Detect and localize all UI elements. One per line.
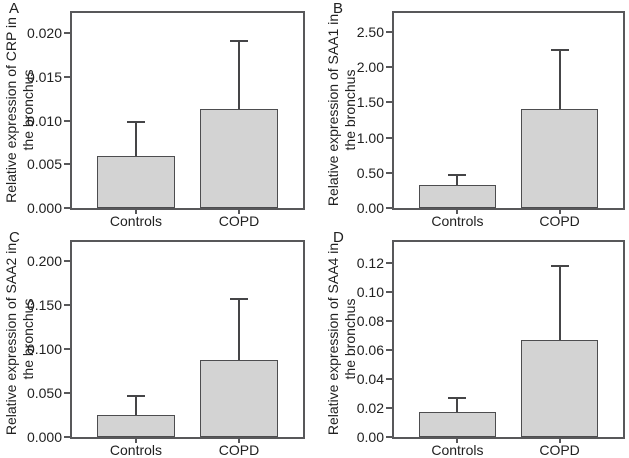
y-axis-tick [386, 262, 392, 265]
plot-area [70, 11, 305, 210]
error-bar-cap [550, 49, 569, 52]
y-tick-label: 0.150 [26, 297, 62, 314]
error-bar-stem [238, 298, 240, 360]
y-tick-label: 0.04 [356, 371, 384, 387]
y-tick-label: 0.00 [356, 200, 384, 216]
y-tick-label: 1.00 [356, 129, 384, 146]
error-bar-stem [238, 40, 240, 110]
plot-area [392, 240, 625, 439]
y-tick-label: 0.010 [26, 112, 62, 129]
error-bar-cap [126, 121, 145, 124]
y-tick-label: 0.06 [356, 342, 384, 358]
y-axis-tick [386, 101, 392, 104]
y-tick-label: 0.50 [356, 164, 384, 181]
y-axis-tick [386, 66, 392, 69]
y-axis-tick [386, 407, 392, 409]
y-tick-label: 0.12 [356, 255, 384, 272]
y-axis-tick [64, 163, 70, 166]
x-axis-tick [558, 210, 561, 214]
panel-a-crp: A Relative expression of CRP in the bron… [0, 0, 314, 229]
panel-letter-d: D [333, 229, 344, 246]
error-bar-stem [456, 397, 459, 413]
bar-copd [199, 359, 279, 437]
y-axis-tick [386, 378, 392, 380]
x-category-label-controls: Controls [431, 442, 484, 458]
x-category-label-copd: COPD [218, 213, 260, 229]
y-axis-tick [64, 436, 70, 438]
error-bar-cap [448, 396, 467, 399]
error-bar-cap [550, 264, 569, 267]
plot-area [70, 240, 305, 439]
y-axis-tick [386, 436, 392, 438]
x-category-label-copd: COPD [539, 213, 580, 229]
y-axis-tick [386, 171, 392, 174]
y-tick-label: 0.005 [26, 156, 62, 173]
y-tick-label: 0.10 [356, 284, 384, 301]
error-bar-stem [456, 174, 459, 186]
error-bar-stem [134, 395, 137, 415]
x-axis-tick [238, 439, 240, 443]
y-tick-label: 0.050 [26, 385, 62, 402]
bar-copd [520, 339, 599, 437]
x-axis-tick [238, 210, 240, 214]
bar-controls [418, 185, 497, 208]
y-tick-label: 1.50 [356, 94, 384, 111]
panel-b-saa1: B Relative expression of SAA1 in the bro… [315, 0, 629, 229]
y-axis-tick [386, 291, 392, 294]
y-tick-label: 2.00 [356, 59, 384, 76]
y-axis-tick [386, 349, 392, 351]
panel-letter-a: A [9, 0, 20, 17]
bar-copd [199, 109, 279, 208]
panel-c-saa2: C Relative expression of SAA2 in the bro… [0, 229, 314, 458]
y-axis-tick [64, 207, 70, 209]
y-axis-tick [386, 207, 392, 209]
y-axis-tick [64, 75, 70, 78]
y-axis-tick [64, 260, 70, 263]
y-tick-label: 0.02 [356, 400, 384, 416]
y-tick-label: 0.015 [26, 68, 62, 85]
error-bar-cap [230, 39, 248, 42]
bar-controls [96, 155, 175, 208]
panel-d-saa4: D Relative expression of SAA4 in the bro… [315, 229, 629, 458]
panel-letter-b: B [333, 0, 344, 17]
y-axis-tick [64, 392, 70, 395]
x-category-label-copd: COPD [218, 442, 260, 458]
y-tick-label: 0.08 [356, 313, 384, 329]
error-bar-cap [230, 297, 248, 300]
x-axis-tick [134, 210, 137, 214]
error-bar-stem [558, 50, 561, 109]
plot-area [392, 11, 625, 210]
y-tick-label: 0.000 [26, 429, 62, 445]
x-category-label-copd: COPD [539, 442, 580, 458]
x-category-label-controls: Controls [109, 213, 163, 229]
y-tick-label: 0.00 [356, 429, 384, 445]
panel-letter-c: C [9, 229, 20, 246]
error-bar-stem [558, 265, 561, 340]
x-axis-tick [134, 439, 137, 443]
x-axis-tick [456, 210, 459, 214]
y-axis-tick [64, 32, 70, 35]
y-axis-tick [64, 348, 70, 351]
y-axis-tick [386, 31, 392, 33]
x-axis-tick [558, 439, 561, 443]
y-axis-tick [386, 320, 392, 322]
error-bar-stem [134, 122, 137, 156]
bar-controls [96, 415, 175, 437]
y-axis-tick [386, 136, 392, 139]
x-axis-tick [456, 439, 459, 443]
error-bar-cap [448, 173, 467, 176]
bar-copd [520, 108, 599, 208]
x-category-label-controls: Controls [109, 442, 163, 458]
y-tick-label: 2.50 [356, 24, 384, 40]
x-category-label-controls: Controls [431, 213, 484, 229]
y-tick-label: 0.200 [26, 253, 62, 270]
y-tick-label: 0.100 [26, 341, 62, 358]
y-tick-label: 0.020 [26, 25, 62, 42]
y-tick-label: 0.000 [26, 200, 62, 216]
y-axis-tick [64, 119, 70, 122]
y-axis-tick [64, 304, 70, 307]
bar-controls [418, 412, 497, 437]
error-bar-cap [126, 394, 145, 397]
